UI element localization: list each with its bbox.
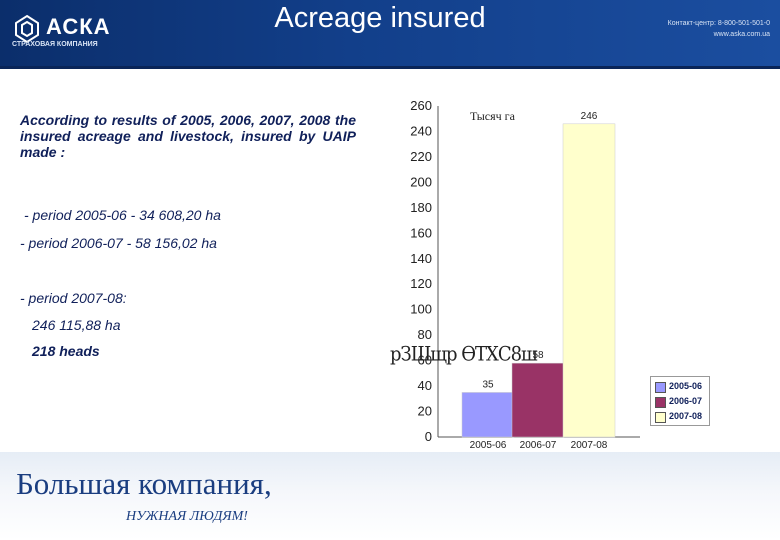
footer-band: [0, 452, 780, 540]
logo-subtitle: СТРАХОВАЯ КОМПАНИЯ: [12, 41, 98, 48]
bar-value-label: 35: [482, 379, 494, 390]
contact-phone: Контакт-центр: 8-800-501-501-0: [667, 20, 770, 27]
logo-mark-icon: [15, 14, 39, 44]
bar-value-label: 58: [532, 350, 544, 361]
legend-item-2007-08: 2007-08: [655, 411, 711, 423]
page-title: Acreage insured: [0, 2, 770, 35]
period-2006-07: - period 2006-07 - 58 156,02 ha: [20, 235, 217, 251]
y-tick-label: 220: [410, 149, 432, 164]
y-tick-label: 160: [410, 225, 432, 240]
footer-slogan: Большая компания,: [16, 466, 272, 501]
y-tick-label: 60: [418, 353, 432, 368]
x-tick-label: 2006-07: [520, 440, 557, 451]
logo-name: АСКА: [46, 14, 111, 39]
y-tick-label: 200: [410, 174, 432, 189]
bar-value-label: 246: [581, 111, 598, 122]
x-tick-label: 2007-08: [571, 440, 608, 451]
footer-subslogan: НУЖНАЯ ЛЮДЯМ!: [126, 509, 248, 524]
legend-swatch: [655, 412, 666, 423]
bar-2005-06: [461, 392, 515, 438]
company-logo[interactable]: АСКА СТРАХОВАЯ КОМПАНИЯ: [12, 14, 122, 54]
y-tick-label: 240: [410, 123, 432, 138]
y-tick-label: 260: [410, 98, 432, 113]
intro-text: According to results of 2005, 2006, 2007…: [20, 112, 356, 160]
legend-label: 2007-08: [669, 411, 703, 421]
period-2007-08-area: 246 115,88 ha: [32, 317, 121, 333]
period-2005-06: - period 2005-06 - 34 608,20 ha: [24, 207, 221, 223]
chart-unit-label: Тысяч га: [470, 109, 516, 123]
period-2007-08-heads: 218 heads: [32, 343, 100, 359]
contact-site[interactable]: www.aska.com.ua: [713, 31, 770, 38]
y-tick-label: 20: [418, 404, 432, 419]
legend-swatch: [655, 397, 666, 408]
bar-2007-08: [562, 123, 616, 438]
header-divider: [0, 66, 780, 69]
y-tick-label: 120: [410, 276, 432, 291]
x-tick-label: 2005-06: [470, 440, 507, 451]
legend-item-2006-07: 2006-07: [655, 396, 711, 408]
y-tick-label: 140: [410, 251, 432, 266]
legend-label: 2005-06: [669, 381, 703, 391]
legend-label: 2006-07: [669, 396, 703, 406]
garbled-axis-text: рЗШщр ӨТХС8ш: [390, 342, 538, 367]
y-tick-label: 180: [410, 200, 432, 215]
legend-swatch: [655, 382, 666, 393]
contacts-block: Контакт-центр: 8-800-501-501-0 www.aska.…: [668, 18, 770, 40]
y-tick-label: 0: [425, 429, 432, 444]
bar-2006-07: [511, 362, 565, 438]
header-band: [0, 0, 780, 66]
chart-legend: 2005-06 2006-07 2007-08: [650, 376, 710, 426]
legend-item-2005-06: 2005-06: [655, 381, 711, 393]
period-2007-08-label: - period 2007-08:: [20, 290, 127, 306]
y-tick-label: 80: [418, 327, 432, 342]
y-tick-label: 40: [418, 378, 432, 393]
y-tick-label: 100: [410, 302, 432, 317]
page-title-text: Acreage insured: [274, 2, 486, 34]
